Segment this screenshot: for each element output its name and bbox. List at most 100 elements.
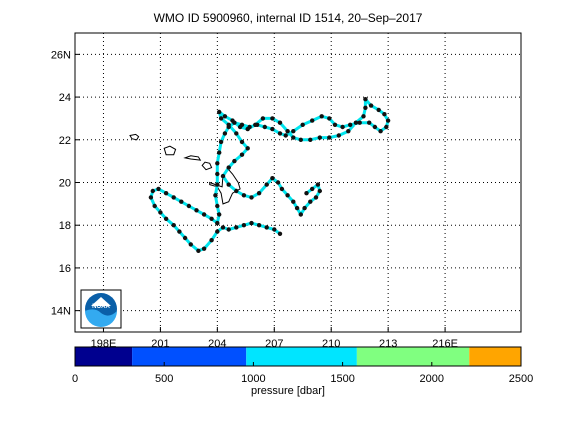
profile-point: [209, 238, 214, 243]
profile-point: [304, 191, 309, 196]
profile-point: [218, 139, 224, 145]
profile-point: [201, 212, 207, 217]
profile-point: [291, 199, 296, 204]
island-outline: [163, 145, 177, 156]
profile-point: [201, 246, 207, 251]
profile-point: [363, 105, 368, 111]
profile-point: [313, 195, 319, 200]
profile-point: [186, 203, 192, 209]
profile-point: [336, 133, 341, 138]
island-outline: [129, 133, 140, 141]
profile-point: [158, 210, 163, 215]
profile-point: [148, 195, 154, 200]
map-frame: [74, 32, 522, 333]
profile-point: [378, 129, 383, 134]
profile-point: [310, 118, 315, 123]
profile-point: [270, 176, 275, 181]
colorbar-segment: [246, 347, 357, 366]
profile-point: [179, 199, 184, 204]
colorbar-tick-label: 2000: [420, 373, 444, 385]
profile-point: [245, 146, 250, 151]
colorbar-segment: [469, 347, 521, 366]
logo-bird: [91, 297, 111, 306]
profile-point: [346, 129, 351, 134]
colorbar-segment: [356, 347, 470, 366]
profile-point: [171, 223, 176, 228]
hawaii-islands: [129, 133, 241, 205]
profile-point: [285, 129, 290, 134]
profile-point: [253, 122, 258, 128]
profile-point: [270, 116, 275, 121]
island-outline: [201, 161, 213, 171]
profile-point: [270, 126, 275, 132]
profile-point: [226, 165, 231, 170]
profile-point: [357, 120, 362, 125]
colorbar-tick-label: 1000: [241, 373, 265, 385]
profile-point: [368, 103, 374, 108]
y-tick-label: 24: [59, 92, 71, 104]
profile-point: [218, 116, 224, 121]
profile-point: [332, 122, 338, 128]
colorbar-tick-label: 1500: [330, 373, 354, 385]
profile-point: [150, 188, 155, 194]
colorbar-tick-label: 0: [72, 373, 78, 385]
profile-point: [317, 188, 322, 194]
profile-point: [241, 193, 247, 198]
grid-lines: [75, 33, 521, 332]
profile-point: [239, 152, 245, 157]
profile-point: [239, 139, 245, 145]
profile-point: [298, 137, 303, 142]
profile-point: [177, 229, 182, 234]
profile-point: [249, 220, 254, 226]
y-tick-label: 18: [59, 220, 71, 232]
profile-point: [209, 216, 214, 221]
profile-point: [277, 120, 283, 125]
profile-point: [194, 208, 199, 213]
profile-point: [249, 195, 254, 200]
profile-point: [234, 188, 239, 194]
profile-point: [232, 158, 237, 164]
profile-point: [285, 193, 290, 198]
profile-point: [283, 133, 288, 138]
profile-point: [217, 212, 222, 217]
y-tick-label: 14N: [51, 306, 71, 318]
profile-point: [327, 135, 332, 140]
profile-point: [310, 186, 315, 192]
float-track: [148, 97, 391, 253]
profile-point: [277, 231, 283, 236]
profile-point: [215, 220, 220, 226]
profile-point: [353, 120, 359, 125]
profile-point: [256, 223, 262, 228]
colorbar-label: pressure [dbar]: [251, 385, 325, 397]
y-tick-label: 16: [59, 263, 71, 275]
profile-point: [262, 124, 267, 130]
profile-point: [217, 109, 222, 115]
profile-point: [308, 137, 313, 142]
profile-point: [275, 180, 281, 185]
track-line: [149, 97, 390, 253]
colorbar-tick-label: 500: [155, 373, 173, 385]
profile-point: [264, 182, 269, 187]
y-tick-label: 20: [59, 178, 71, 190]
profile-point: [264, 225, 269, 230]
profile-point: [222, 114, 228, 119]
profile-point: [156, 186, 161, 192]
colorbar: 0 500 1000 1500 2000 2500: [72, 346, 533, 385]
profile-point: [215, 161, 220, 166]
profile-point: [217, 150, 222, 155]
y-tick-label: 26N: [51, 49, 71, 61]
colorbar-tick-label: 2500: [509, 373, 533, 385]
colorbar-frame: [74, 346, 522, 367]
profile-point: [196, 248, 201, 253]
profile-point: [163, 191, 169, 196]
island-outline: [209, 168, 241, 205]
profile-point: [220, 225, 226, 230]
profile-point: [300, 122, 305, 128]
profile-point: [215, 171, 220, 177]
profile-point: [188, 242, 193, 247]
profile-point: [315, 182, 321, 187]
profile-point: [272, 227, 277, 232]
profile-point: [361, 114, 366, 119]
logo-text: NOAA: [92, 304, 110, 310]
